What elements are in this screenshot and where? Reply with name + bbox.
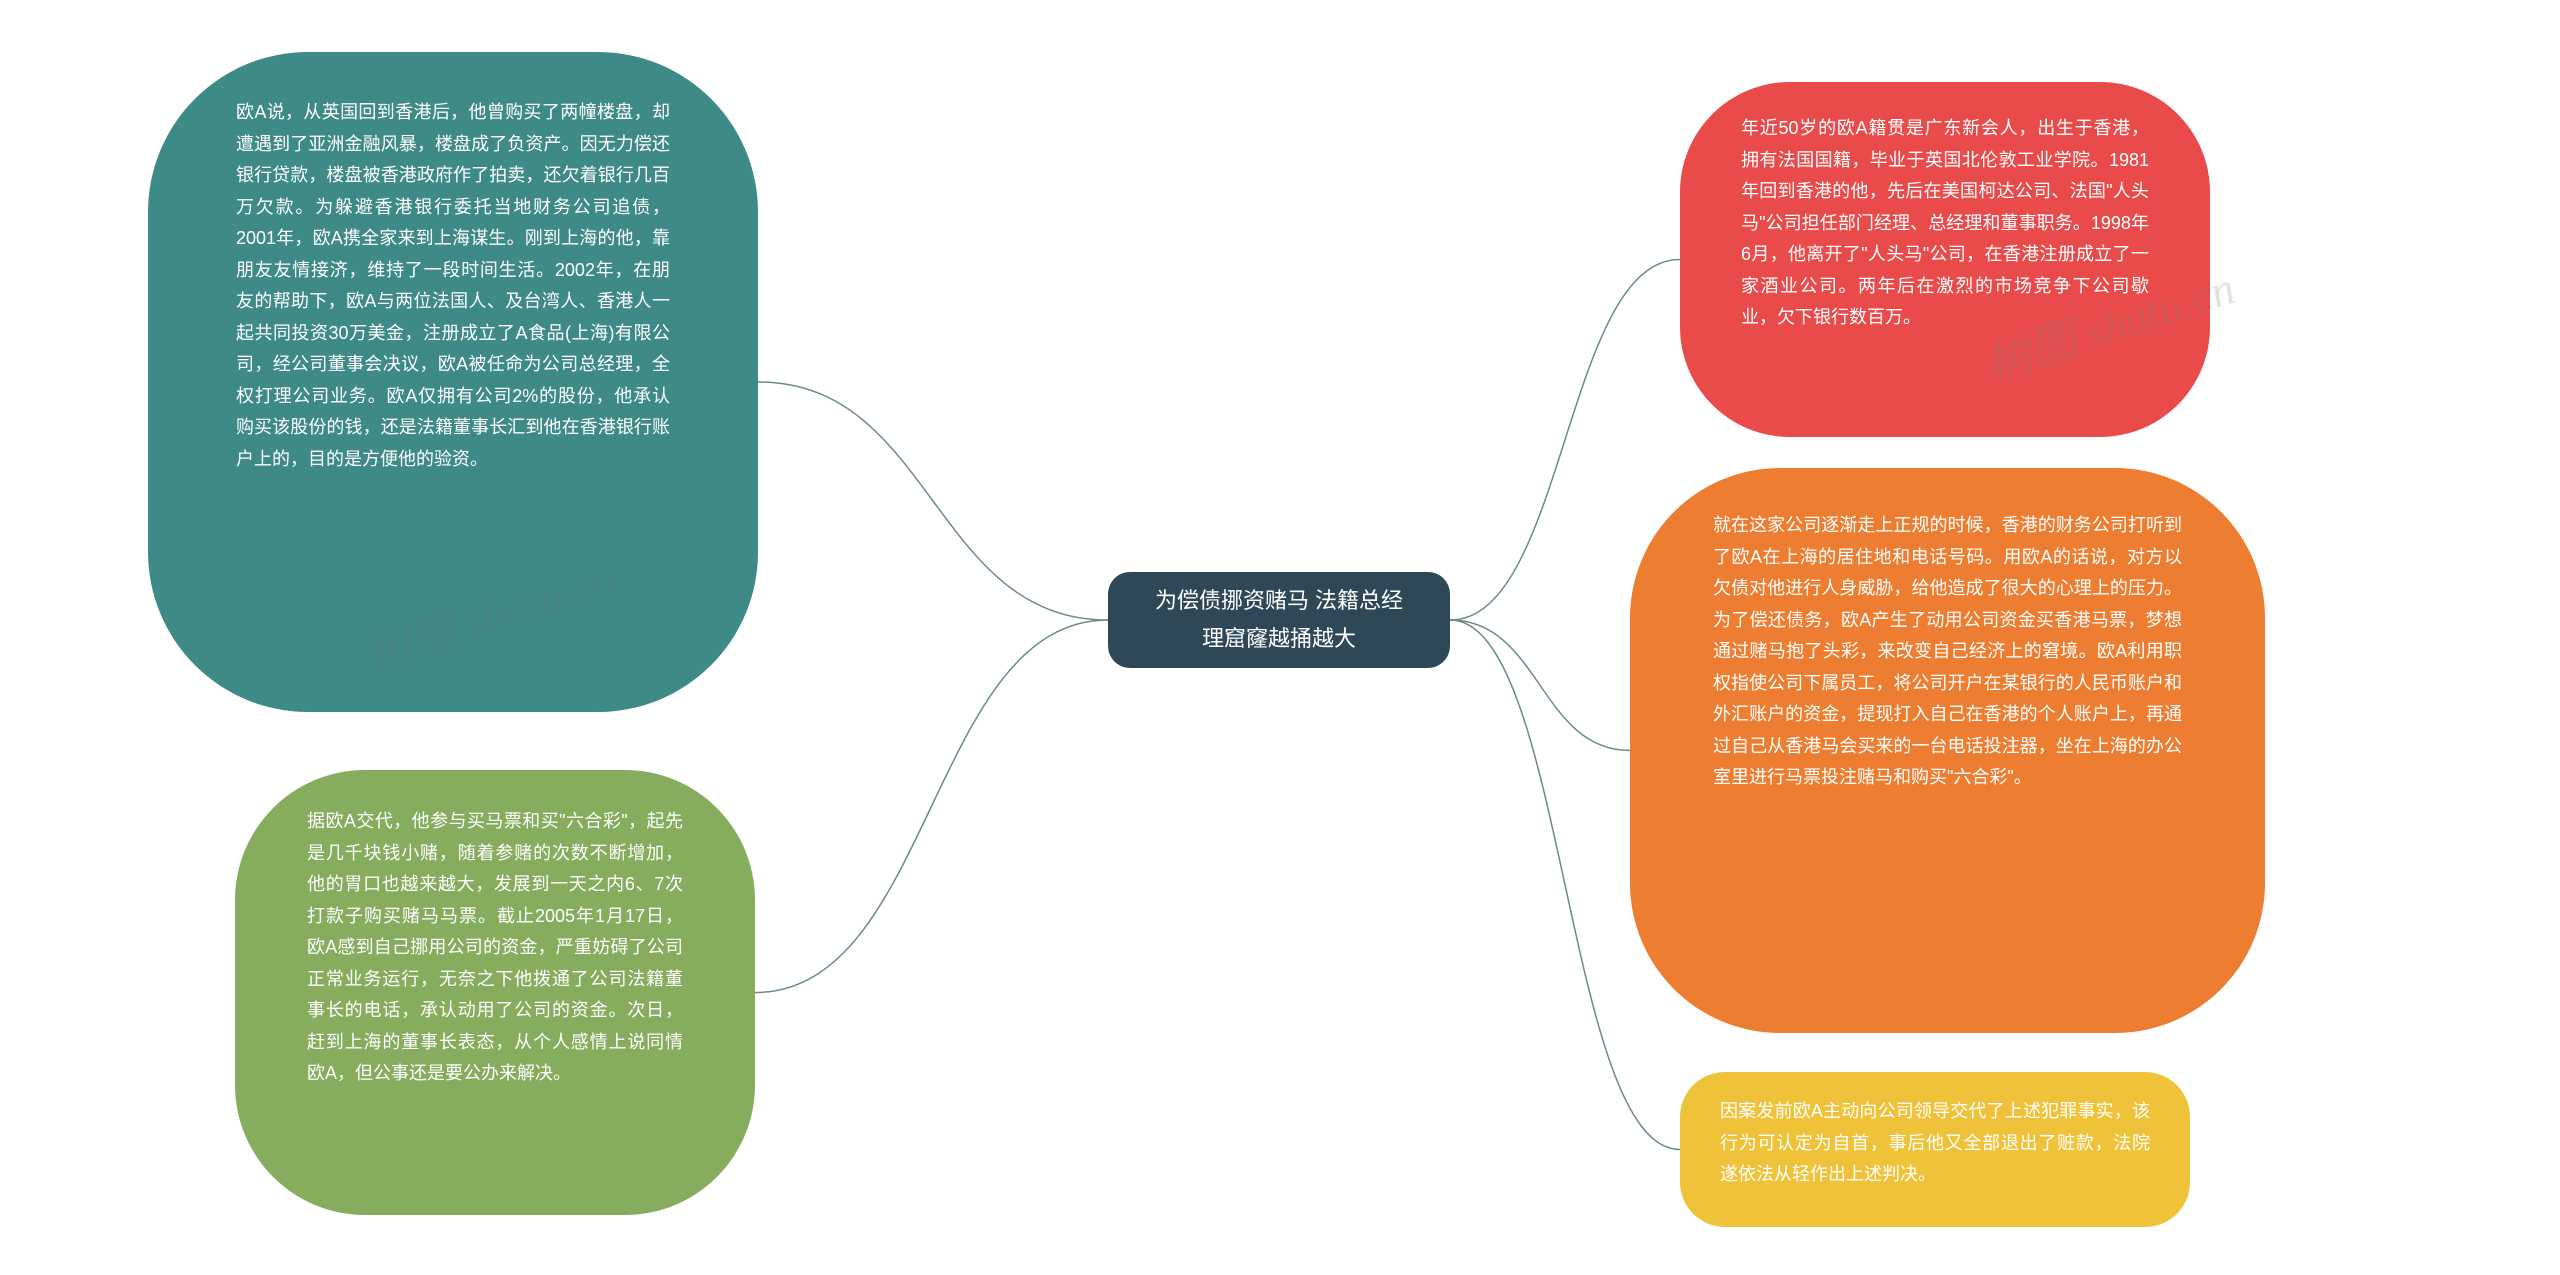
child-node-right_top: 年近50岁的欧A籍贯是广东新会人，出生于香港，拥有法国国籍，毕业于英国北伦敦工业…	[1680, 82, 2210, 437]
child-node-right_mid: 就在这家公司逐渐走上正规的时候，香港的财务公司打听到了欧A在上海的居住地和电话号…	[1630, 468, 2265, 1033]
connector-left_bottom	[755, 620, 1108, 993]
child-node-left_bottom: 据欧A交代，他参与买马票和买"六合彩"，起先是几千块钱小赌，随着参赌的次数不断增…	[235, 770, 755, 1215]
connector-right_mid	[1450, 620, 1630, 751]
connector-left_top	[758, 382, 1108, 620]
child-node-right_bottom: 因案发前欧A主动向公司领导交代了上述犯罪事实，该行为可认定为自首，事后他又全部退…	[1680, 1072, 2190, 1227]
center-node: 为偿债挪资赌马 法籍总经理窟窿越捅越大	[1108, 572, 1450, 668]
child-node-left_top: 欧A说，从英国回到香港后，他曾购买了两幢楼盘，却遭遇到了亚洲金融风暴，楼盘成了负…	[148, 52, 758, 712]
